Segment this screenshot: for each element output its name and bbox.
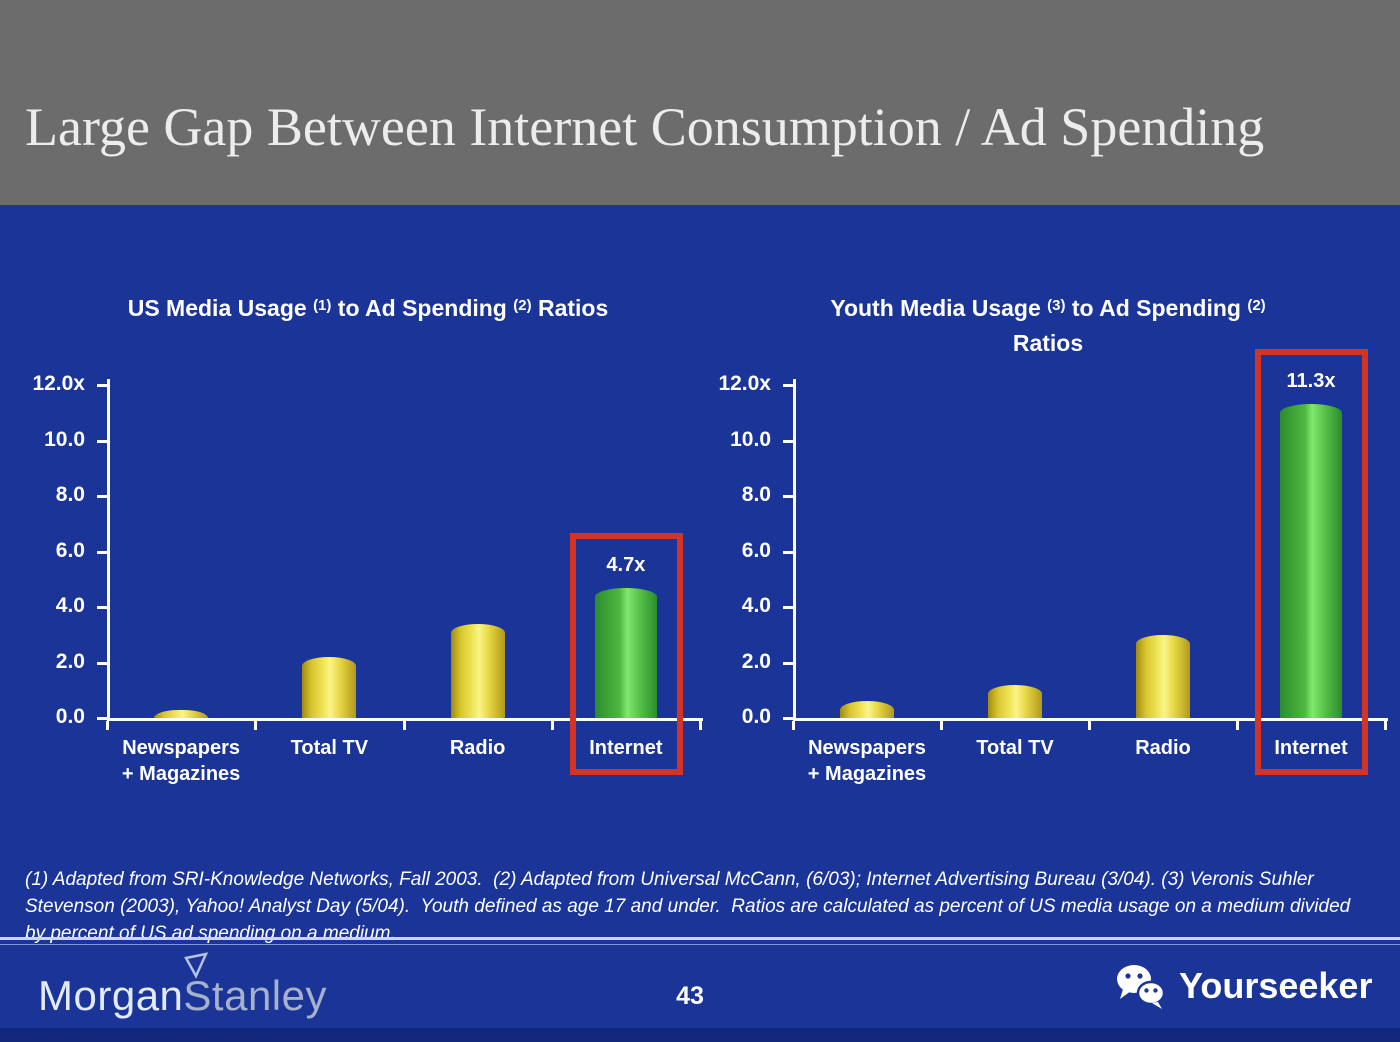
chart-1-y-tick-label: 0.0 (55, 705, 85, 728)
chart-2-y-tick-label: 8.0 (741, 483, 771, 506)
watermark-text: Yourseeker (1179, 965, 1373, 1006)
chart-2-category-total-tv: Total TV (976, 737, 1054, 759)
chart-2-bar-total-tv (988, 684, 1042, 718)
chart-1-x-tick (699, 721, 702, 730)
chart-1-x-axis (107, 718, 703, 721)
bottom-strip (0, 1028, 1400, 1042)
chart-2-category-newspapers: Newspapers + Magazines (807, 737, 927, 785)
chart-title-superscript: (2) (1247, 297, 1266, 314)
footer-separator-top (0, 937, 1400, 940)
chart-1-bar-internet (594, 587, 657, 718)
chart-2-y-tick (783, 717, 793, 720)
chart-1-y-tick (97, 439, 107, 443)
chart-2-x-axis (793, 718, 1388, 721)
chart-1-category-radio: Radio (449, 737, 506, 759)
chart-2-category-internet: Internet (1274, 737, 1348, 759)
chart-1-y-tick-label: 2.0 (55, 649, 85, 673)
footnote-line-2: Stevenson (2003), Yahoo! Analyst Day (5/… (25, 896, 1351, 917)
chart-2-bar-radio (1136, 634, 1190, 718)
header-band (0, 0, 1400, 205)
chart-2-y-tick-label: 4.0 (741, 594, 771, 617)
chart-1-bar-newspapers (154, 709, 209, 718)
chart-2-y-tick (783, 439, 793, 443)
brand-word-morgan: Morgan (38, 972, 184, 1019)
chart-2-highlight-rect (1255, 349, 1368, 775)
morgan-stanley-logo: MorganStanley (38, 952, 327, 1020)
chart-2-y-tick (783, 550, 793, 554)
chart-2-y-tick-label: 2.0 (741, 649, 771, 673)
chart-1-y-axis (107, 379, 110, 721)
chart-1-y-tick-label: 10.0 (44, 427, 85, 451)
chart-1-y-tick-label: 6.0 (55, 538, 85, 562)
chart-1-x-tick (254, 721, 258, 730)
chart-2-y-tick-label: 6.0 (741, 538, 771, 562)
chart-title-superscript: (2) (513, 297, 532, 314)
chart-2-category-radio: Radio (1135, 737, 1191, 759)
chart-1-value-label: 4.7x (606, 553, 646, 576)
chart-1-x-tick (402, 721, 406, 730)
chart-2-y-tick (783, 606, 793, 609)
chart-1-x-tick (106, 721, 109, 730)
chart-1-x-tick (550, 721, 554, 730)
chart-1-y-tick (97, 384, 107, 387)
chart-1-category-total-tv: Total TV (290, 737, 369, 759)
chart-2-title: Youth Media Usage (3) to Ad Spending (2)… (830, 295, 1266, 356)
chart-2-y-tick-label: 12.0x (718, 372, 771, 395)
chart-1-title: US Media Usage (1) to Ad Spending (2) Ra… (127, 295, 609, 321)
chart-1-y-tick (97, 661, 107, 665)
chart-2-bar-internet (1280, 404, 1342, 718)
chart-1-y-tick-label: 4.0 (55, 594, 85, 617)
chart-2-x-tick (1384, 721, 1387, 730)
chart-2-y-tick (783, 384, 793, 387)
chart-1-y-tick (97, 606, 107, 609)
chart-1-y-tick (97, 495, 107, 498)
chart-2-x-tick (1088, 721, 1091, 730)
chart-1-bar-radio (450, 623, 505, 718)
footer-separator-bottom (0, 944, 1400, 945)
chart-2-y-tick-label: 0.0 (741, 705, 771, 728)
chart-1-y-tick-label: 12.0x (32, 372, 85, 395)
chart-2-bar-newspapers (840, 701, 894, 718)
footnote-line-3: by percent of US ad spending on a medium… (25, 923, 396, 944)
chart-2-x-tick (792, 721, 795, 730)
chart-1-y-tick-label: 8.0 (55, 483, 85, 506)
chart-1-category-internet: Internet (589, 737, 663, 759)
morgan-stanley-triangle-icon (184, 952, 209, 979)
chart-2-value-label: 11.3x (1286, 370, 1336, 393)
chart-2-y-axis (793, 379, 796, 721)
slide-title: Large Gap Between Internet Consumption /… (25, 97, 1265, 157)
brand-word-stanley: Stanley (183, 972, 327, 1019)
chart-2-y-tick-label: 10.0 (730, 427, 771, 451)
footnote-line-1: (1) Adapted from SRI-Knowledge Networks,… (25, 869, 1314, 890)
chart-1-highlight-rect (569, 532, 683, 775)
chart-2-x-tick (940, 721, 943, 730)
watermark: Yourseeker (1113, 962, 1372, 1010)
page-number: 43 (676, 982, 704, 1010)
chart-1-bar-total-tv (302, 656, 357, 718)
chart-title-superscript: (3) (1047, 297, 1066, 314)
chart-2-y-tick (783, 661, 793, 665)
chart-1-y-tick (97, 550, 107, 554)
chart-title-superscript: (1) (313, 297, 332, 314)
chart-2-x-tick (1236, 721, 1239, 730)
wechat-icon (1117, 965, 1166, 1009)
chart-2-y-tick (783, 495, 793, 498)
chart-1-y-tick (97, 717, 107, 720)
chart-1-category-newspapers: Newspapers + Magazines (121, 737, 241, 785)
